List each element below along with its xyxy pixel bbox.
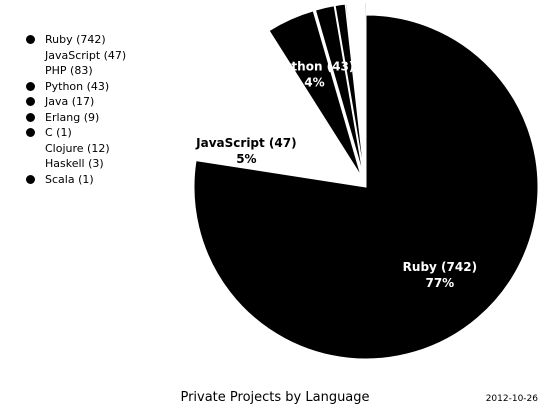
legend-item: Scala (1)	[26, 172, 126, 188]
legend-item: JavaScript (47)	[26, 48, 126, 64]
pie-slices	[184, 2, 539, 360]
legend-label: Python (43)	[45, 79, 110, 93]
pie-slice	[202, 32, 359, 181]
pie-slice	[314, 5, 364, 176]
legend-swatch-icon	[26, 128, 35, 138]
legend-item: Ruby (742)	[26, 32, 126, 48]
pie-slice	[193, 14, 539, 360]
legend-swatch-icon	[26, 112, 35, 122]
legend-swatch-icon	[26, 143, 35, 153]
legend-item: PHP (83)	[26, 63, 126, 79]
legend-label: Clojure (12)	[45, 141, 110, 155]
pie-slice	[364, 2, 367, 176]
legend-swatch-icon	[26, 97, 35, 107]
slice-percent-label: 77%	[425, 276, 454, 290]
pie-slice	[268, 10, 362, 177]
legend-swatch-icon	[26, 81, 35, 91]
chart-date: 2012-10-26	[485, 394, 538, 404]
legend-item: Python (43)	[26, 79, 126, 95]
legend-label: Java (17)	[45, 95, 95, 108]
pie-slice	[184, 105, 355, 184]
legend-item: C (1)	[26, 125, 126, 141]
pie-slice	[345, 3, 366, 176]
legend-item: Java (17)	[26, 94, 126, 110]
slice-labels: Ruby (742) 77% JavaScript (47) 5% Python (43…	[195, 60, 477, 291]
legend-swatch-icon	[26, 66, 35, 76]
legend-label: Haskell (3)	[45, 157, 104, 170]
slice-name-label: Ruby (742)	[403, 260, 477, 274]
legend-label: JavaScript (47)	[45, 48, 127, 62]
legend-swatch-icon	[26, 50, 35, 60]
legend-swatch-icon	[26, 174, 35, 184]
legend-swatch-icon	[26, 159, 35, 169]
legend-label: Scala (1)	[45, 172, 94, 186]
legend-item: Clojure (12)	[26, 141, 126, 157]
slice-percent-label: 4%	[304, 76, 324, 90]
legend-label: C (1)	[45, 126, 72, 139]
slice-percent-label: 5%	[236, 152, 256, 166]
legend-label: Ruby (742)	[45, 33, 106, 46]
legend-label: Erlang (9)	[45, 110, 100, 124]
slice-name-label: Python (43)	[275, 60, 355, 74]
legend-item: Erlang (9)	[26, 110, 126, 126]
chart-title: Private Projects by Language	[180, 390, 370, 405]
slice-name-label: JavaScript (47)	[195, 136, 296, 150]
legend-swatch-icon	[26, 35, 35, 45]
legend-label: PHP (83)	[45, 64, 93, 77]
legend-item: Haskell (3)	[26, 156, 126, 172]
chart-legend: Ruby (742) JavaScript (47) PHP (83) Python …	[26, 32, 126, 187]
pie-slice	[346, 2, 366, 176]
